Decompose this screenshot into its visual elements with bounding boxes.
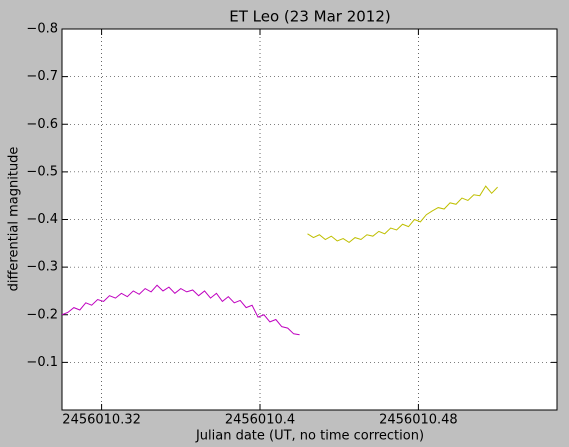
x-tick-label: 2456010.4 xyxy=(225,413,295,428)
x-tick-label: 2456010.48 xyxy=(379,413,458,428)
y-tick-label: −0.2 xyxy=(26,307,58,322)
data-line xyxy=(61,284,300,336)
y-tick-label: −0.1 xyxy=(26,355,58,370)
y-tick-label: −0.3 xyxy=(26,260,58,275)
y-tick-label: −0.6 xyxy=(26,117,58,132)
y-tick-label: −0.4 xyxy=(26,212,58,227)
y-tick-label: −0.7 xyxy=(26,69,58,84)
y-axis-label: differential magnitude xyxy=(7,147,22,292)
y-tick-label: −0.5 xyxy=(26,164,58,179)
data-line xyxy=(307,185,498,243)
y-tick-label: −0.8 xyxy=(26,22,58,37)
chart-title: ET Leo (23 Mar 2012) xyxy=(229,8,390,26)
x-axis-label: Julian date (UT, no time correction) xyxy=(195,429,424,444)
x-tick-label: 2456010.32 xyxy=(62,413,141,428)
